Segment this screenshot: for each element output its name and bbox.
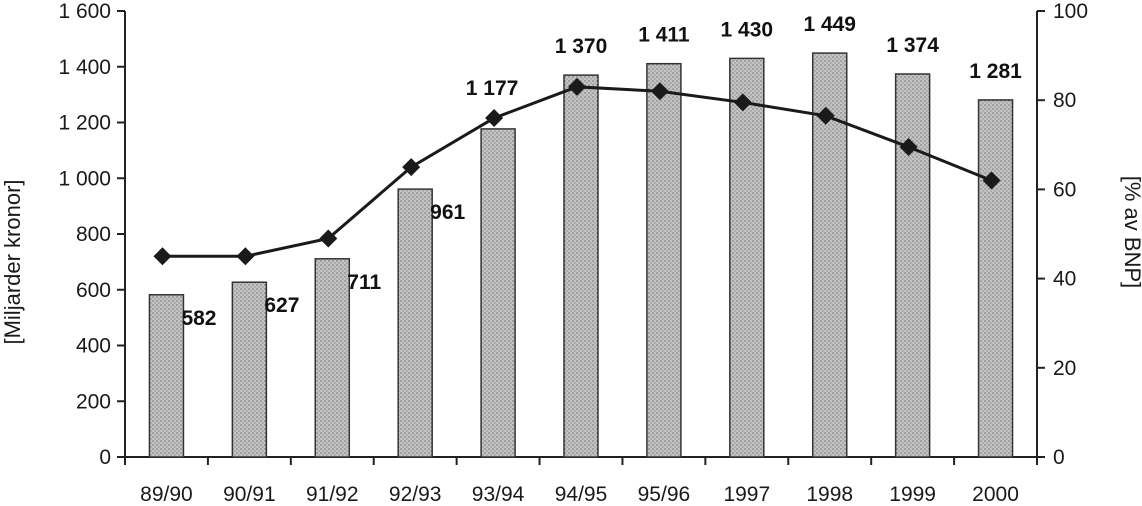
bar — [148, 294, 185, 458]
bar-value-label: 961 — [430, 201, 465, 224]
x-tick-label: 90/91 — [223, 483, 276, 506]
y-tick-label: 200 — [76, 390, 111, 413]
line-marker — [982, 171, 1001, 190]
x-tick-label: 91/92 — [306, 483, 359, 506]
line-marker — [650, 82, 669, 101]
x-tick-label: 1997 — [723, 483, 770, 506]
x-tick-label: 1998 — [806, 483, 853, 506]
bar — [894, 73, 931, 458]
y-tick-label: 800 — [76, 223, 111, 246]
axes: 0 200 400 600 800 1 000 1 200 1 400 1 600 0 20 40 60… — [58, 0, 1088, 506]
x-tick-label: 93/94 — [472, 483, 525, 506]
line-marker — [236, 247, 255, 266]
bar — [646, 62, 682, 458]
y2-tick-label: 40 — [1053, 268, 1076, 291]
bar-value-label: 1 411 — [638, 24, 690, 47]
labels: 582 627 711 961 1 177 1 370 1 411 1 430 1 449 1 3… — [181, 13, 1022, 330]
bars — [148, 52, 1014, 458]
y-tick-label: 1 400 — [58, 56, 111, 79]
bar-value-label: 1 449 — [803, 13, 856, 36]
x-tick-label: 89/90 — [140, 483, 193, 506]
line-marker — [568, 77, 586, 96]
y-tick-label: 0 — [99, 446, 111, 469]
gdp-percent-series — [153, 77, 1001, 266]
bar — [729, 57, 765, 458]
x-tick-label: 95/96 — [638, 483, 691, 506]
bar — [480, 128, 516, 458]
bar — [977, 99, 1014, 458]
x-tick-label: 2000 — [972, 483, 1019, 506]
bar-value-label: 1 430 — [721, 18, 774, 41]
y2-axis-title: [% av BNP] — [1120, 176, 1142, 288]
bar-value-label: 582 — [181, 307, 216, 330]
y2-tick-label: 0 — [1053, 446, 1065, 469]
line-marker — [402, 158, 421, 177]
line-marker — [733, 93, 752, 112]
x-tick-label: 94/95 — [555, 483, 608, 506]
y-tick-label: 1 000 — [58, 167, 111, 190]
bar-value-label: 1 177 — [466, 77, 519, 100]
bar — [397, 188, 433, 458]
line-marker — [816, 106, 835, 125]
bar-value-label: 1 370 — [555, 35, 608, 58]
bar-value-label: 1 281 — [969, 60, 1022, 83]
y2-tick-label: 20 — [1053, 357, 1076, 380]
bar-value-label: 711 — [347, 271, 381, 294]
line-marker — [153, 247, 172, 266]
x-tick-label: 1999 — [889, 483, 936, 506]
bar-value-label: 627 — [264, 294, 299, 317]
bar — [314, 258, 351, 458]
y-tick-label: 400 — [76, 335, 111, 358]
y-tick-label: 600 — [76, 279, 111, 302]
line-marker — [899, 138, 918, 157]
y2-tick-label: 80 — [1053, 89, 1076, 112]
y-tick-label: 1 200 — [58, 112, 111, 135]
line-marker — [319, 229, 338, 248]
x-tick-label: 92/93 — [389, 483, 442, 506]
bar — [563, 74, 599, 458]
bar — [231, 281, 268, 458]
y-tick-label: 1 600 — [58, 0, 111, 23]
line-marker — [485, 109, 504, 128]
y-axis-title: [Miljarder kronor] — [0, 179, 25, 344]
y2-tick-label: 100 — [1053, 0, 1088, 23]
y2-tick-label: 60 — [1053, 178, 1076, 201]
bar-value-label: 1 374 — [886, 34, 939, 57]
